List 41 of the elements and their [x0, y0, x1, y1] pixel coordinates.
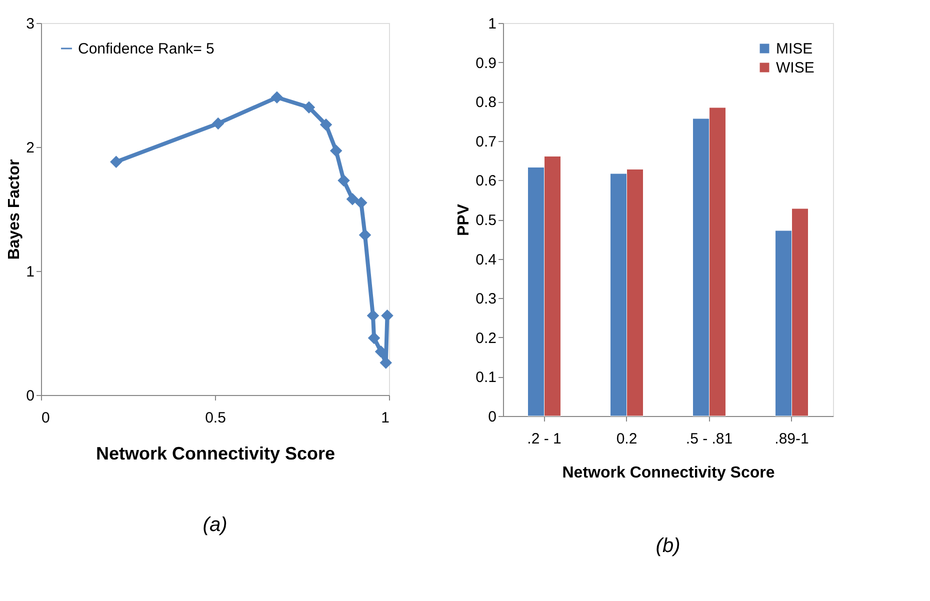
point — [320, 118, 332, 131]
y-tick-label: 0.7 — [476, 133, 496, 150]
point — [270, 91, 284, 104]
y-tick-label: 1 — [26, 264, 34, 280]
y-tick-label: 0 — [26, 388, 34, 404]
y-tick-label: 2 — [26, 140, 34, 156]
y-tick-label: 0.4 — [476, 251, 496, 268]
x-tick-label: .5 - .81 — [686, 430, 733, 448]
x-tick-label: 0 — [42, 410, 50, 426]
y-tick-label: 1 — [488, 16, 496, 32]
y-axis-title: PPV — [456, 204, 473, 236]
point — [358, 228, 372, 242]
legend-label: WISE — [776, 60, 814, 76]
point — [366, 310, 380, 322]
y-tick-label: 0.5 — [476, 212, 496, 229]
y-tick-label: 0.2 — [476, 330, 496, 347]
point — [330, 144, 342, 157]
y-tick-label: 0.8 — [476, 94, 496, 112]
point — [212, 117, 224, 130]
point — [338, 174, 350, 187]
x-axis-title: Network Connectivity Score — [96, 444, 336, 464]
x-tick-label: 0.5 — [205, 410, 226, 426]
point — [355, 196, 368, 209]
y-tick-label: 3 — [26, 16, 34, 32]
x-tick-label: 0.2 — [616, 430, 638, 448]
text: (a) — [202, 514, 228, 536]
legend-label: Confidence Rank= 5 — [78, 40, 214, 58]
y-axis-title: Bayes Factor — [6, 159, 24, 260]
y-tick-label: 0.9 — [476, 54, 496, 72]
x-tick-label: .2 - 1 — [527, 430, 562, 448]
x-axis-title: Network Connectivity Score — [562, 464, 775, 482]
text: (b) — [656, 535, 680, 557]
point — [302, 101, 316, 114]
y-tick-label: 0.6 — [476, 172, 496, 190]
y-tick-label: 0.1 — [476, 369, 496, 386]
y-tick-label: 0.3 — [476, 290, 496, 308]
x-tick-label: .89-1 — [774, 430, 809, 448]
x-tick-label: 1 — [381, 410, 390, 426]
point — [110, 156, 122, 168]
point — [346, 192, 359, 206]
legend-label: MISE — [776, 40, 813, 58]
